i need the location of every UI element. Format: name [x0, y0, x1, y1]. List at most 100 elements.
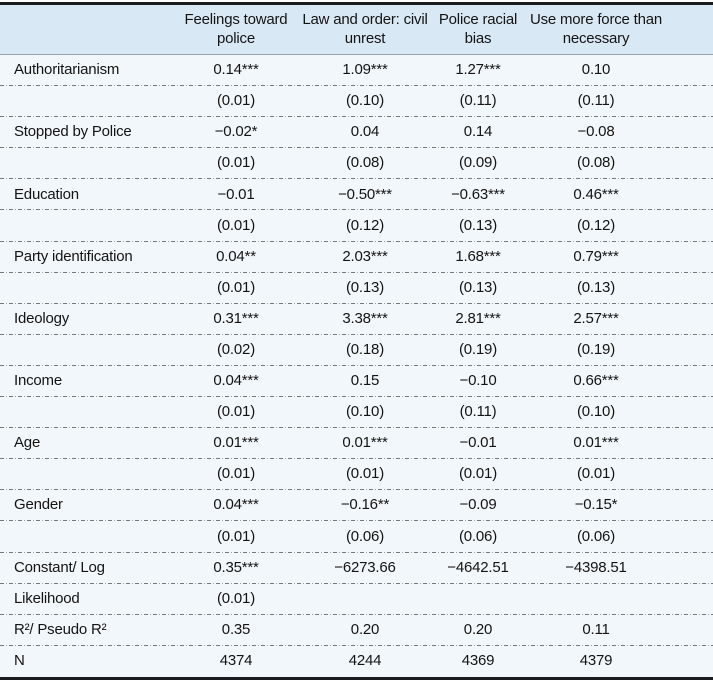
- row-label: Age: [14, 434, 41, 452]
- cell-value: −0.08: [577, 123, 615, 141]
- cell-value: −0.16**: [340, 496, 390, 514]
- cell-value: (0.19): [459, 341, 497, 359]
- cell-value: −4398.51: [565, 558, 627, 576]
- cell-value: 4379: [579, 651, 613, 669]
- cell-value: 0.15: [350, 372, 380, 390]
- row-label: Ideology: [14, 309, 70, 327]
- cell-value: (0.13): [459, 216, 497, 234]
- cell-value: (0.01): [217, 216, 255, 234]
- row-label: Stopped by Police: [14, 123, 132, 141]
- cell-value: −0.01: [459, 434, 497, 452]
- table-row: Likelihood (0.01): [0, 584, 713, 615]
- row-label: Gender: [14, 496, 63, 514]
- cell-value: 4244: [348, 651, 382, 669]
- cell-value: 0.10: [581, 61, 611, 79]
- cell-value: (0.10): [346, 92, 384, 110]
- cell-value: (0.19): [577, 341, 615, 359]
- cell-value: (0.01): [217, 403, 255, 421]
- table-row: (0.01) (0.12) (0.13) (0.12): [0, 210, 713, 242]
- cell-value: 0.20: [463, 620, 493, 638]
- table-row: Income 0.04*** 0.15 −0.10 0.66***: [0, 366, 713, 398]
- column-header-police-racial-bias: Police racial bias: [438, 10, 518, 47]
- cell-value: (0.13): [577, 278, 615, 296]
- cell-value: 2.81***: [455, 309, 501, 327]
- cell-value: (0.11): [459, 92, 497, 110]
- table-row: Age 0.01*** 0.01*** −0.01 0.01***: [0, 428, 713, 460]
- cell-value: 0.66***: [573, 372, 619, 390]
- cell-value: 0.11: [582, 620, 610, 638]
- table-row: (0.01) (0.13) (0.13) (0.13): [0, 273, 713, 304]
- cell-value: (0.10): [346, 403, 384, 421]
- cell-value: (0.06): [459, 527, 497, 545]
- table-row: (0.02) (0.18) (0.19) (0.19): [0, 335, 713, 367]
- column-header-law-and-order: Law and order: civil unrest: [302, 10, 428, 47]
- cell-value: 0.20: [350, 620, 380, 638]
- cell-value: (0.01): [459, 465, 497, 483]
- table-row: (0.01) (0.10) (0.11) (0.11): [0, 86, 713, 118]
- cell-value: (0.11): [459, 403, 497, 421]
- table-row: (0.01) (0.08) (0.09) (0.08): [0, 148, 713, 180]
- cell-value: −0.63***: [451, 185, 505, 203]
- cell-value: 1.27***: [455, 61, 501, 79]
- cell-value: 0.04***: [213, 496, 259, 514]
- table-body: Authoritarianism 0.14*** 1.09*** 1.27*** 0.1…: [0, 55, 713, 677]
- table-row: Party identification 0.04** 2.03*** 1.68***…: [0, 242, 713, 273]
- cell-value: (0.01): [217, 589, 255, 607]
- table-row: (0.01) (0.10) (0.11) (0.10): [0, 397, 713, 429]
- row-label: Party identification: [14, 247, 133, 265]
- table-row: Stopped by Police −0.02* 0.04 0.14 −0.08: [0, 117, 713, 149]
- table-row: Ideology 0.31*** 3.38*** 2.81*** 2.57***: [0, 304, 713, 335]
- cell-value: 1.09***: [342, 61, 388, 79]
- row-label: Authoritarianism: [14, 61, 120, 79]
- cell-value: (0.08): [577, 154, 615, 172]
- cell-value: −0.01: [217, 185, 255, 203]
- cell-value: (0.13): [459, 278, 497, 296]
- cell-value: −0.09: [459, 496, 497, 514]
- cell-value: (0.06): [346, 527, 384, 545]
- row-label: Likelihood: [14, 589, 80, 607]
- cell-value: 0.04**: [216, 247, 256, 265]
- cell-value: 4369: [461, 651, 495, 669]
- cell-value: 0.46***: [573, 185, 619, 203]
- cell-value: −0.02*: [214, 123, 258, 141]
- cell-value: 0.14: [463, 123, 493, 141]
- cell-value: −4642.51: [447, 558, 509, 576]
- cell-value: (0.09): [459, 154, 497, 172]
- cell-value: −0.10: [459, 372, 497, 390]
- cell-value: 3.38***: [342, 309, 388, 327]
- cell-value: 0.14***: [213, 61, 259, 79]
- column-header-use-more-force: Use more force than necessary: [529, 10, 663, 47]
- cell-value: 0.01***: [213, 434, 259, 452]
- cell-value: (0.02): [217, 341, 255, 359]
- cell-value: 2.57***: [573, 309, 619, 327]
- cell-value: 0.01***: [342, 434, 388, 452]
- cell-value: (0.01): [217, 92, 255, 110]
- table-row: (0.01) (0.06) (0.06) (0.06): [0, 521, 713, 553]
- cell-value: (0.01): [577, 465, 615, 483]
- table-row: (0.01) (0.01) (0.01) (0.01): [0, 459, 713, 491]
- cell-value: (0.18): [346, 341, 384, 359]
- table-header-row: Feelings toward police Law and order: ci…: [0, 5, 713, 55]
- row-label: R²/ Pseudo R²: [14, 620, 107, 638]
- cell-value: (0.01): [217, 527, 255, 545]
- cell-value: (0.12): [577, 216, 615, 234]
- table-row: N 4374 4244 4369 4379: [0, 646, 713, 677]
- cell-value: (0.06): [577, 527, 615, 545]
- cell-value: (0.11): [577, 92, 615, 110]
- cell-value: 0.04: [350, 123, 380, 141]
- column-header-feelings-toward-police: Feelings toward police: [184, 10, 288, 47]
- table-row: Constant/ Log 0.35*** −6273.66 −4642.51 −439…: [0, 553, 713, 584]
- cell-value: 0.35: [221, 620, 251, 638]
- cell-value: 0.01***: [573, 434, 619, 452]
- cell-value: 0.04***: [213, 372, 259, 390]
- cell-value: 0.31***: [213, 309, 259, 327]
- table-row: Authoritarianism 0.14*** 1.09*** 1.27*** 0.1…: [0, 55, 713, 87]
- table-row: Education −0.01 −0.50*** −0.63*** 0.46***: [0, 179, 713, 211]
- cell-value: (0.13): [346, 278, 384, 296]
- row-label: Income: [14, 372, 62, 390]
- cell-value: 1.68***: [455, 247, 501, 265]
- cell-value: 2.03***: [342, 247, 388, 265]
- cell-value: 4374: [219, 651, 253, 669]
- cell-value: 0.35***: [213, 558, 259, 576]
